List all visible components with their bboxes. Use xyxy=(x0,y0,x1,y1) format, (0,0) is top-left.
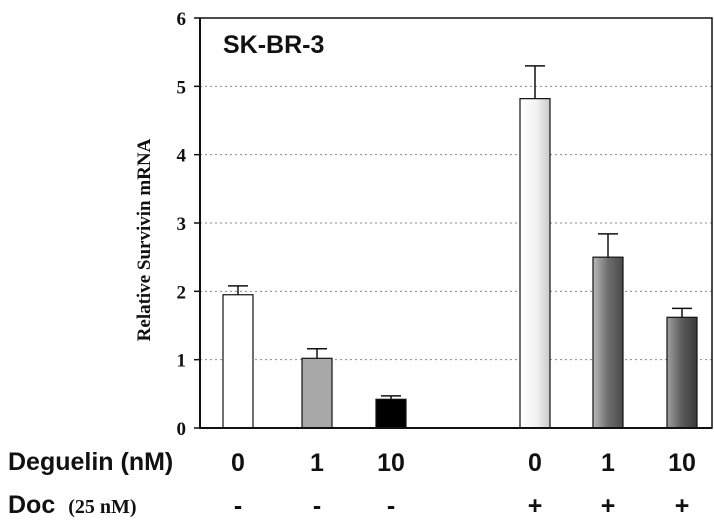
deguelin-value: 1 xyxy=(310,449,324,477)
y-tick-label: 3 xyxy=(177,214,187,235)
bar xyxy=(301,357,333,429)
deguelin-value: 0 xyxy=(528,449,542,477)
doc-label-main: Doc xyxy=(8,491,55,519)
y-tick-label: 4 xyxy=(177,146,187,167)
doc-value: - xyxy=(313,492,321,520)
deguelin-value: 1 xyxy=(601,449,615,477)
deguelin-value: 0 xyxy=(231,449,245,477)
bar xyxy=(592,256,624,429)
bar xyxy=(666,316,698,429)
y-axis-label: Relative Survivin mRNA xyxy=(134,138,155,341)
doc-value: - xyxy=(387,492,395,520)
bar xyxy=(222,294,254,429)
doc-value: + xyxy=(601,492,616,520)
bars-group xyxy=(222,65,698,429)
deguelin-row-label: Deguelin (nM) xyxy=(8,448,173,476)
doc-value: + xyxy=(528,492,543,520)
bar xyxy=(519,98,551,429)
doc-value: - xyxy=(234,492,242,520)
doc-value: + xyxy=(675,492,690,520)
y-tick-label: 1 xyxy=(177,351,187,372)
deguelin-value: 10 xyxy=(668,449,696,477)
deguelin-value: 10 xyxy=(377,449,405,477)
gridlines xyxy=(200,17,712,361)
y-tick-label: 0 xyxy=(177,419,187,440)
chart-title: SK-BR-3 xyxy=(223,31,324,59)
doc-label-unit: (25 nM) xyxy=(68,496,136,518)
y-tick-label: 5 xyxy=(177,77,187,98)
bar xyxy=(375,398,407,429)
y-tick-label: 6 xyxy=(177,9,187,30)
y-tick-labels: 0 1 2 3 4 5 6 xyxy=(177,9,200,440)
category-row-values: 0 - 1 - 10 - 0 +1 +10 + xyxy=(231,449,696,520)
y-tick-label: 2 xyxy=(177,282,187,303)
doc-row-label: Doc (25 nM) xyxy=(8,491,137,519)
